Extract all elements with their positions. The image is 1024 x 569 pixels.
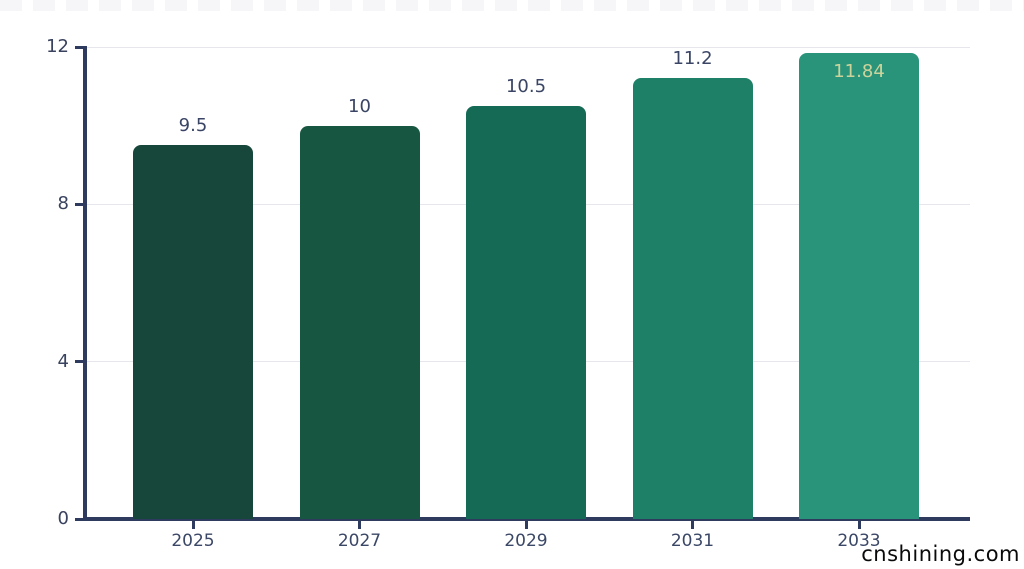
x-axis-tick [691, 521, 694, 529]
y-axis-tick-label: 8 [57, 193, 69, 215]
x-axis-tick-label: 2031 [670, 531, 715, 551]
x-axis-tick [857, 521, 861, 529]
x-axis-tick-label: 2033 [837, 531, 881, 551]
y-axis-tick [75, 202, 83, 206]
bar [299, 125, 420, 519]
x-axis-tick [524, 521, 528, 529]
x-axis-line [83, 517, 970, 521]
bar [133, 145, 253, 519]
bar [632, 78, 753, 519]
x-axis-tick-label: 2025 [171, 531, 215, 551]
y-axis-tick [75, 517, 83, 521]
x-axis-tick [358, 521, 361, 529]
y-axis-tick-label: 0 [57, 508, 69, 529]
y-axis-tick-label: 12 [46, 36, 69, 57]
y-axis-tick [75, 45, 83, 49]
y-axis-tick [75, 360, 83, 364]
bar-value-label: 10.5 [505, 76, 547, 97]
bar-value-label: 11.84 [833, 61, 885, 83]
bar-value-label: 10 [348, 95, 371, 117]
bar [799, 53, 919, 519]
x-axis-tick-label: 2029 [504, 531, 548, 551]
bar [466, 106, 586, 519]
y-axis-line [83, 46, 87, 521]
gridline [85, 46, 970, 48]
x-axis-tick-label: 2027 [337, 531, 382, 551]
watermark-text: cnshining.com [861, 542, 1020, 566]
bar-value-label: 11.2 [672, 48, 713, 70]
top-watermark-strip [0, 0, 1024, 11]
x-axis-tick [191, 521, 195, 529]
y-axis-tick-label: 4 [57, 350, 69, 372]
bar-value-label: 9.5 [178, 115, 208, 137]
